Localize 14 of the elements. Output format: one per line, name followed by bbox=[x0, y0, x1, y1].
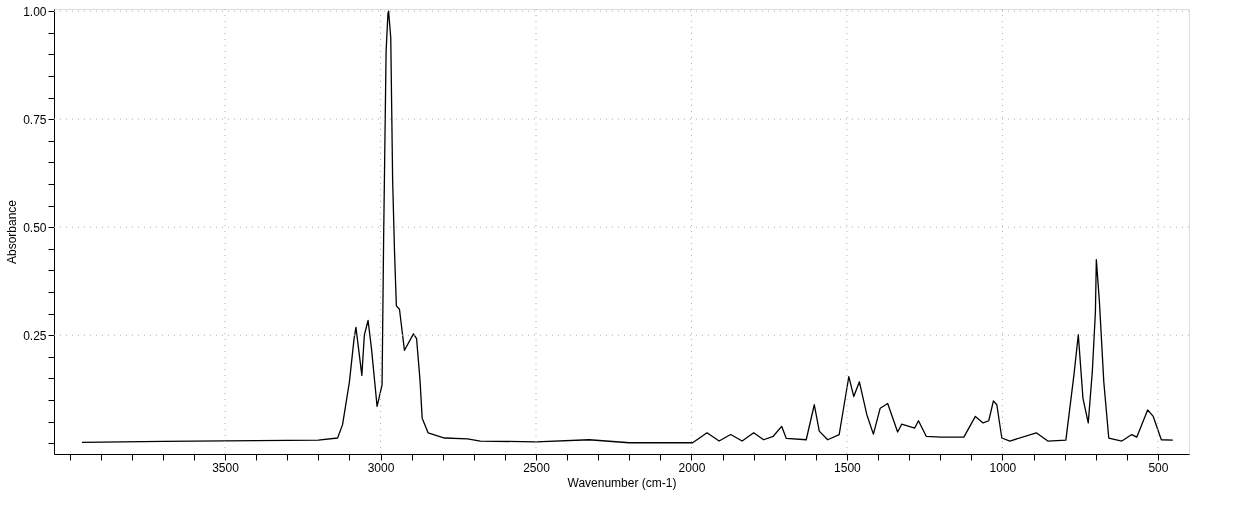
x-tick-label: 1000 bbox=[989, 460, 1017, 475]
y-tick-label: 0.50 bbox=[23, 220, 47, 235]
line-series bbox=[81, 10, 1174, 444]
x-tick-label: 3500 bbox=[212, 460, 240, 475]
y-axis-title: Absorbance bbox=[5, 199, 20, 265]
y-tick-label: 0.25 bbox=[23, 328, 47, 343]
x-tick-label: 1500 bbox=[834, 460, 862, 475]
x-tick-label: 2000 bbox=[678, 460, 706, 475]
x-tick-label: 500 bbox=[1148, 460, 1169, 475]
y-tick-label: 1.00 bbox=[23, 4, 47, 19]
x-tick-label: 2500 bbox=[523, 460, 551, 475]
x-axis-title: Wavenumber (cm-1) bbox=[567, 475, 677, 490]
y-tick-label: 0.75 bbox=[23, 112, 47, 127]
x-tick-label: 3000 bbox=[367, 460, 395, 475]
